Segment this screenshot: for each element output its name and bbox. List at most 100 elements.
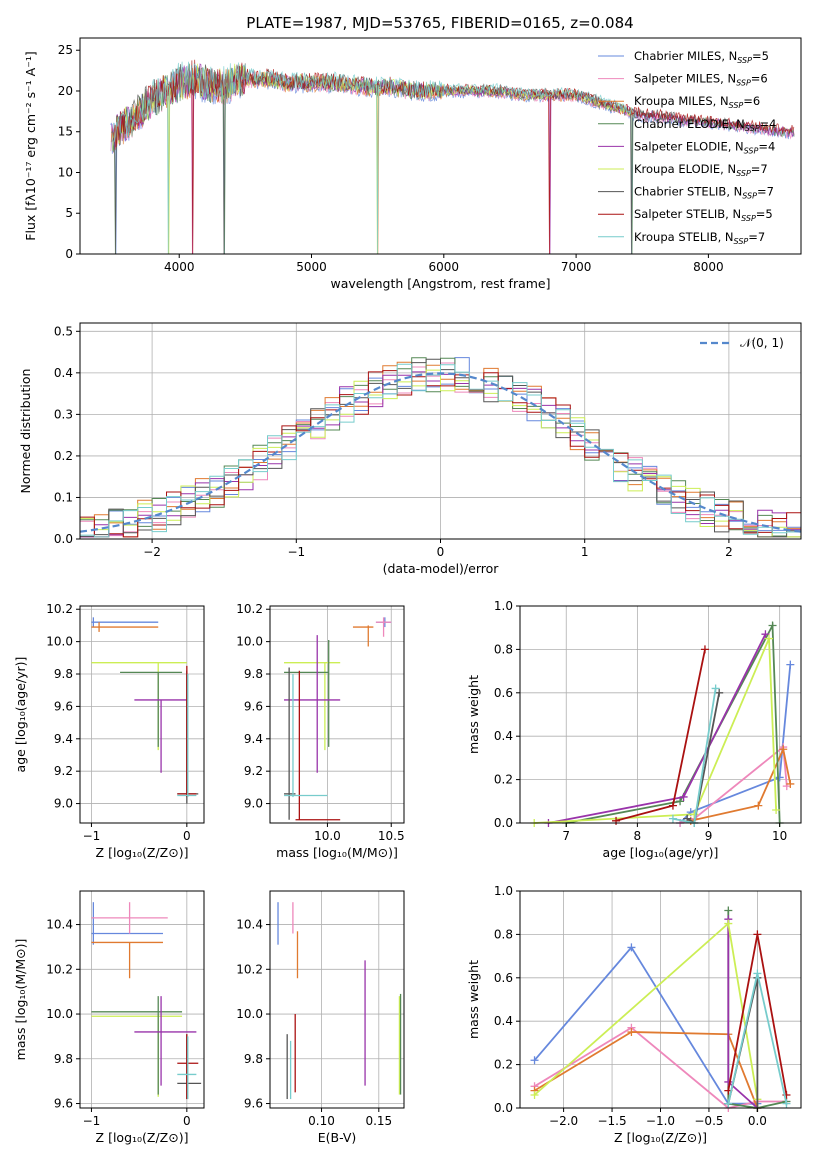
x-tick-label: 5000 — [296, 260, 327, 274]
weight-line — [615, 649, 706, 822]
weight-vs-metallicity-plot: −2.0 −1.5 −1.0 −0.5 0.0 0.0 0.2 0.4 0.6 0.8 1.0 Z [… — [466, 884, 802, 1145]
y-tick-label: 0.1 — [54, 490, 73, 504]
y-tick-label: 9.8 — [54, 667, 73, 681]
legend-label: 𝒩(0, 1) — [740, 336, 784, 350]
x-axis-label: Z [log₁₀(Z/Z⊙)] — [96, 845, 189, 860]
x-tick-label: 0.15 — [365, 1114, 392, 1128]
weight-marker — [764, 634, 773, 643]
y-tick-label: 0.4 — [494, 1014, 513, 1028]
weight-marker — [724, 1099, 733, 1108]
x-tick-label: −1 — [287, 545, 305, 559]
x-tick-label: 10 — [772, 829, 787, 843]
y-tick-label: 0.4 — [54, 366, 73, 380]
y-tick-label: 0.2 — [494, 1058, 513, 1072]
weight-line — [533, 921, 759, 1108]
gaussian-curve — [79, 372, 802, 533]
x-tick-label: 0 — [437, 545, 445, 559]
x-tick-label: 9 — [705, 829, 713, 843]
histogram-step — [80, 370, 801, 538]
weight-vs-age-plot: 7 8 9 10 0.0 0.2 0.4 0.6 0.8 1.0 age [log₁₀(age/yr… — [466, 599, 802, 860]
weight-marker — [668, 801, 677, 810]
weight-marker — [690, 810, 699, 819]
x-axis-label: Z [log₁₀(Z/Z⊙)] — [96, 1130, 189, 1145]
x-tick-label: 0 — [183, 829, 191, 843]
y-tick-label: 9.4 — [54, 732, 73, 746]
weight-marker — [724, 906, 733, 915]
x-tick-label: −2 — [143, 545, 161, 559]
y-tick-label: 1.0 — [494, 884, 513, 898]
y-tick-label: 0.0 — [494, 1101, 513, 1115]
x-tick-label: 7 — [562, 829, 570, 843]
x-axis-label: Z [log₁₀(Z/Z⊙)] — [614, 1130, 707, 1145]
y-tick-label: 9.6 — [54, 699, 73, 713]
y-axis-label: mass [log₁₀(M/M⊙)] — [13, 939, 28, 1061]
x-tick-label: 0 — [183, 1114, 191, 1128]
x-tick-label: −1 — [83, 1114, 101, 1128]
weight-marker — [786, 660, 795, 669]
weight-marker — [627, 1028, 636, 1037]
y-tick-label: 9.6 — [244, 699, 263, 713]
weight-marker — [715, 688, 724, 697]
spectrum-plot: 4000 5000 6000 7000 8000 0 5 10 15 20 25 wavelength… — [23, 37, 802, 291]
x-tick-label: −1 — [83, 829, 101, 843]
weight-line — [534, 638, 777, 824]
y-tick-label: 10.2 — [236, 602, 263, 616]
weight-marker — [753, 969, 762, 978]
weight-marker — [530, 1090, 539, 1099]
legend-label: Salpeter STELIB, NSSP=5 — [634, 207, 773, 223]
mass-vs-extinction-plot: 0.10 0.15 9.6 9.8 10.0 10.2 10.4 E(B-V) — [236, 890, 405, 1145]
age-vs-metallicity-plot: −1 0 9.0 9.2 9.4 9.6 9.8 10.0 10.2 Z [log₁₀(Z/Z⊙)… — [13, 602, 205, 860]
y-tick-label: 10.0 — [236, 635, 263, 649]
y-tick-label: 0.6 — [494, 971, 513, 985]
y-tick-label: 20 — [58, 84, 73, 98]
weight-marker — [772, 805, 781, 814]
y-tick-label: 1.0 — [494, 599, 513, 613]
x-tick-label: 6000 — [429, 260, 460, 274]
weight-marker — [754, 801, 763, 810]
weight-marker — [768, 621, 777, 630]
mass-vs-metallicity-plot: −1 0 9.6 9.8 10.0 10.2 10.4 Z [log₁₀(Z/Z⊙)] mass… — [13, 890, 205, 1145]
y-tick-label: 10.2 — [236, 962, 263, 976]
weight-line — [672, 688, 717, 825]
y-axis-label: mass weight — [466, 960, 481, 1039]
legend-label: Chabrier STELIB, NSSP=7 — [634, 185, 774, 201]
y-tick-label: 0.0 — [54, 532, 73, 546]
y-tick-label: 9.2 — [244, 764, 263, 778]
x-tick-label: 7000 — [561, 260, 592, 274]
y-tick-label: 0.6 — [494, 686, 513, 700]
axes-frame — [79, 605, 205, 824]
y-tick-label: 10.0 — [236, 1007, 263, 1021]
y-tick-label: 9.2 — [54, 764, 73, 778]
x-tick-label: 8000 — [693, 260, 724, 274]
weight-marker — [761, 630, 770, 639]
x-tick-label: 2 — [725, 545, 733, 559]
x-tick-label: 1 — [581, 545, 589, 559]
y-tick-label: 0.2 — [494, 773, 513, 787]
weight-marker — [700, 645, 709, 654]
spectrum-line — [113, 61, 633, 255]
weight-line — [679, 664, 792, 824]
weight-marker — [779, 745, 788, 754]
legend-label: Kroupa STELIB, NSSP=7 — [634, 230, 765, 246]
weight-marker — [627, 943, 636, 952]
weight-marker — [679, 792, 688, 801]
y-tick-label: 9.6 — [54, 1097, 73, 1111]
y-tick-label: 0 — [65, 247, 73, 261]
x-axis-label: (data-model)/error — [383, 561, 500, 576]
y-tick-label: 9.8 — [244, 1052, 263, 1066]
axes-frame — [269, 605, 405, 824]
weight-line — [534, 1031, 759, 1109]
weight-line — [566, 622, 781, 824]
weight-marker — [711, 684, 720, 693]
y-tick-label: 0.0 — [494, 816, 513, 830]
legend-label: Kroupa ELODIE, NSSP=7 — [634, 162, 768, 178]
legend-label: Chabrier MILES, NSSP=5 — [634, 49, 769, 65]
figure-title: PLATE=1987, MJD=53765, FIBERID=0165, z=0… — [246, 14, 633, 32]
y-tick-label: 0.5 — [54, 324, 73, 338]
weight-marker — [775, 773, 784, 782]
axes-frame — [519, 605, 802, 824]
weight-line — [690, 746, 792, 822]
y-tick-label: 9.0 — [244, 797, 263, 811]
x-tick-label: −2.0 — [549, 1114, 578, 1128]
weight-marker — [782, 1099, 791, 1108]
